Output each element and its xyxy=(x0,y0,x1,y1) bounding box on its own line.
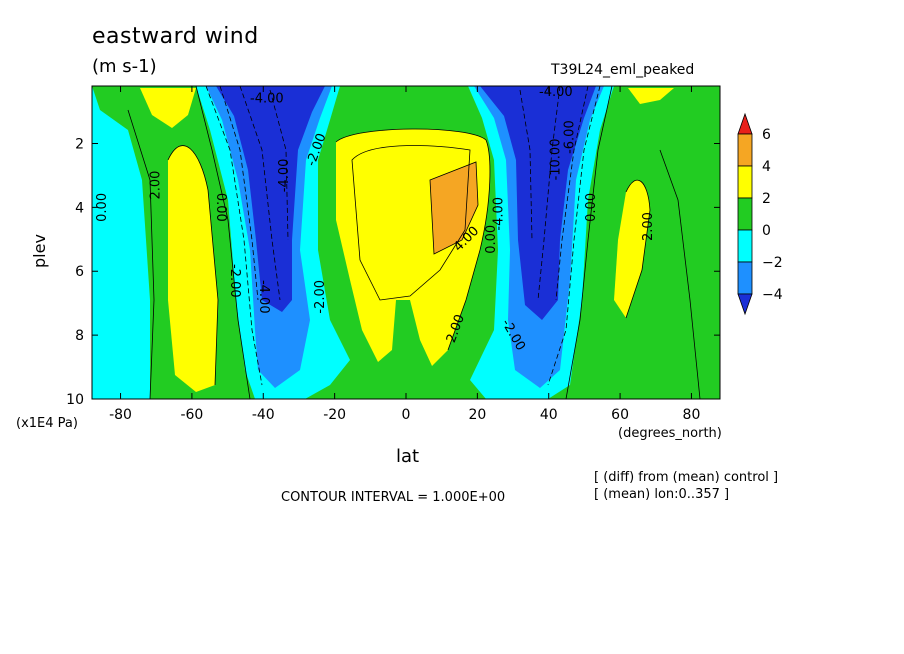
x-tick-label: -80 xyxy=(109,407,132,423)
colorbar-level-label: −2 xyxy=(762,255,783,271)
contour-label: -4.00 xyxy=(277,159,292,193)
contour-line-right-edge xyxy=(659,149,701,399)
contour-line-left-jet-inner xyxy=(239,86,281,301)
colorbar-level-label: −4 xyxy=(762,287,783,303)
contour-label: -2.00 xyxy=(313,280,328,314)
contour-line-right-jet-zero xyxy=(565,86,613,399)
colorbar-level-label: 6 xyxy=(762,127,771,143)
contour-label: -6.00 xyxy=(563,120,578,154)
colorbar-swatch xyxy=(737,197,753,231)
x-tick-label: -20 xyxy=(323,407,346,423)
contour-line-left-jet-minus4 xyxy=(219,86,259,301)
fill-top-left-yellow xyxy=(140,88,196,128)
colorbar-level-label: 0 xyxy=(762,223,771,239)
x-tick-label: -40 xyxy=(252,407,275,423)
y-tick-label: 4 xyxy=(75,200,84,216)
contour-label: -2.00 xyxy=(227,264,242,298)
contour-line-left-jet-minus2 xyxy=(205,86,263,386)
contour-line-layer xyxy=(127,86,701,399)
contour-label: 0.00 xyxy=(484,225,499,254)
fill-left-edge-cyan xyxy=(92,86,150,399)
colorbar-swatch xyxy=(737,229,753,263)
y-tick-label: 6 xyxy=(75,264,84,280)
mean-note: [ (mean) lon:0..357 ] xyxy=(594,487,730,502)
contour-fill-layer xyxy=(92,86,720,399)
contour-line-center-inner xyxy=(351,145,471,301)
y-tick-label: 2 xyxy=(75,136,84,152)
y-tick-label: 8 xyxy=(75,328,84,344)
colorbar-swatch xyxy=(737,261,753,295)
x-axis-label: lat xyxy=(396,446,420,467)
contour-label: 0.00 xyxy=(584,193,599,222)
x-tick-label: -60 xyxy=(180,407,203,423)
fill-left-yellow xyxy=(168,145,218,392)
contour-line-right-jet-inner xyxy=(537,86,561,301)
contour-interval: CONTOUR INTERVAL = 1.000E+00 xyxy=(281,490,506,505)
contour-line-left-zero xyxy=(127,109,155,399)
contour-label: 2.00 xyxy=(641,212,656,241)
contour-label: 0.00 xyxy=(213,193,228,222)
colorbar-swatch xyxy=(737,133,753,167)
contour-line-right-jet-core xyxy=(519,89,533,241)
x-tick-label: 80 xyxy=(683,407,701,423)
x-tick-label: 20 xyxy=(468,407,486,423)
colorbar-swatch xyxy=(737,165,753,199)
contour-label: -4.00 xyxy=(256,280,271,314)
contour-label: -4.00 xyxy=(250,91,284,106)
fill-right-yellow xyxy=(614,180,650,318)
colorbar-level-label: 2 xyxy=(762,191,771,207)
run-label: T39L24_eml_peaked xyxy=(551,62,695,78)
contour-label: -4.00 xyxy=(491,197,506,231)
fill-left-jet-dark xyxy=(216,86,325,312)
axis-ticks: -80 -60 -40 -20 0 20 40 60 80 2 4 6 8 10 xyxy=(66,86,720,423)
contour-line-left-jet-zero xyxy=(195,86,251,399)
colorbar-top-arrow xyxy=(737,112,753,135)
chart-title: eastward wind xyxy=(92,24,259,49)
contour-line-left-yellow xyxy=(167,145,219,386)
contour-line-right-jet-minus4 xyxy=(555,86,589,301)
chart-units: (m s-1) xyxy=(92,56,157,77)
diff-note: [ (diff) from (mean) control ] xyxy=(594,470,779,485)
fill-top-right-yellow xyxy=(628,88,674,104)
x-tick-label: 0 xyxy=(402,407,411,423)
y-tick-label: 10 xyxy=(66,392,84,408)
contour-line-center-four xyxy=(429,161,479,255)
colorbar-level-label: 4 xyxy=(762,159,771,175)
colorbar: 6 4 2 0 −2 −4 xyxy=(737,112,783,316)
contour-label: 0.00 xyxy=(95,193,110,222)
colorbar-bottom-arrow xyxy=(737,293,753,316)
y-axis-units: (x1E4 Pa) xyxy=(16,416,78,431)
x-tick-label: 60 xyxy=(611,407,629,423)
contour-label: 2.00 xyxy=(149,171,164,200)
contour-line-center-two xyxy=(335,128,491,351)
contour-line-right-yellow xyxy=(625,179,651,319)
x-axis-units: (degrees_north) xyxy=(618,426,722,441)
contour-line-left-jet-core xyxy=(269,89,289,241)
contour-line-right-jet-minus2 xyxy=(547,86,601,386)
fill-right-jet-dark xyxy=(480,86,596,320)
contour-label: -4.00 xyxy=(539,85,573,100)
contour-label: -10.00 xyxy=(548,138,563,180)
x-tick-label: 40 xyxy=(540,407,558,423)
